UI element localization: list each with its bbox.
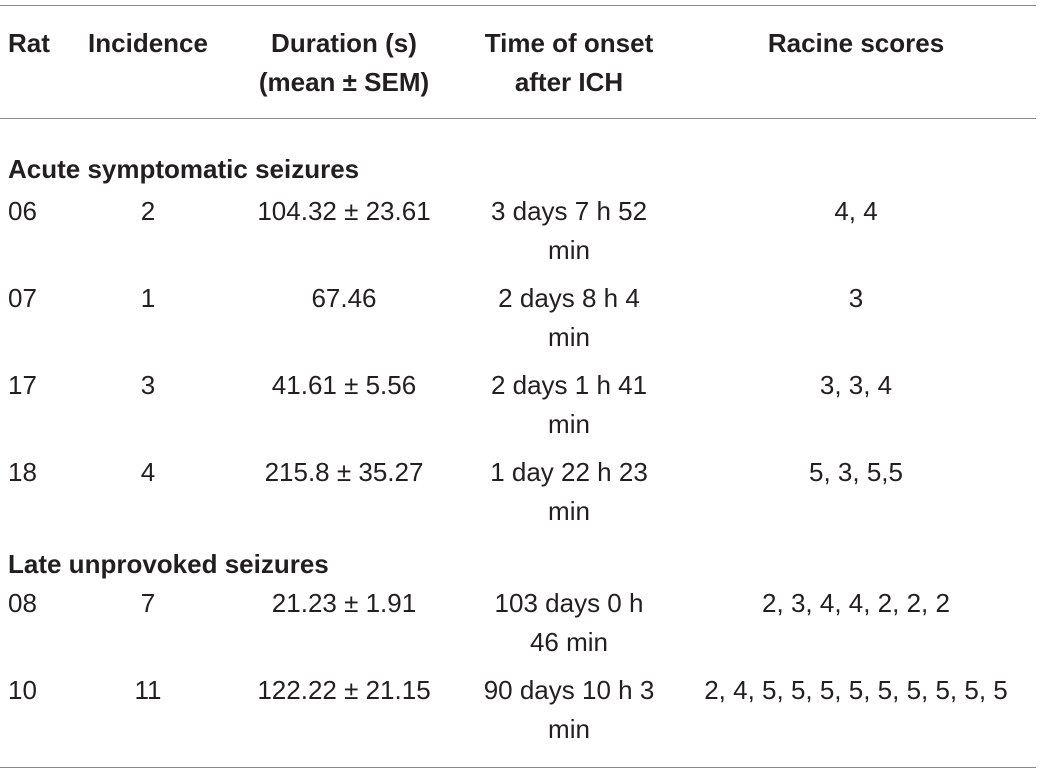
cell-onset-line1: 2 days 8 h 4 <box>498 283 640 313</box>
header-row: Rat Incidence Duration (s) (mean ± SEM) … <box>0 5 1036 119</box>
header-incidence: Incidence <box>88 28 208 58</box>
cell-onset-line1: 90 days 10 h 3 <box>483 675 655 705</box>
cell-racine: 5, 3, 5,5 <box>809 457 903 487</box>
section-row-late: Late unprovoked seizures <box>0 540 1036 584</box>
cell-onset-line2: 46 min <box>529 627 609 657</box>
cell-rat: 17 <box>8 370 37 400</box>
table-row: 08 7 21.23 ± 1.91 103 days 0 h 46 min 2,… <box>0 584 1036 671</box>
cell-racine: 3 <box>848 283 864 313</box>
cell-rat: 06 <box>8 196 37 226</box>
cell-incidence: 11 <box>134 675 162 705</box>
cell-duration: 41.61 ± 5.56 <box>271 370 417 400</box>
cell-onset-line2: min <box>548 496 590 526</box>
header-rat: Rat <box>8 28 50 58</box>
header-onset-line2: after ICH <box>514 67 624 97</box>
header-onset: Time of onset after ICH <box>462 6 676 119</box>
table-row: 10 11 122.22 ± 21.15 90 days 10 h 3 min … <box>0 671 1036 768</box>
header-onset-line1: Time of onset <box>484 28 654 58</box>
cell-onset-line1: 103 days 0 h <box>494 588 644 618</box>
cell-onset-line2: min <box>548 235 590 265</box>
section-title-late: Late unprovoked seizures <box>8 549 329 579</box>
cell-onset-line2: min <box>548 322 590 352</box>
cell-onset-line2: min <box>548 409 590 439</box>
cell-onset: 3 days 7 h 52 min <box>462 192 676 279</box>
cell-onset: 2 days 8 h 4 min <box>462 279 676 366</box>
section-row-acute: Acute symptomatic seizures <box>0 119 1036 193</box>
cell-onset: 2 days 1 h 41 min <box>462 366 676 453</box>
cell-duration: 21.23 ± 1.91 <box>271 588 417 618</box>
cell-rat: 10 <box>8 675 37 705</box>
seizure-table: Rat Incidence Duration (s) (mean ± SEM) … <box>0 5 1036 768</box>
cell-incidence: 2 <box>140 196 156 226</box>
cell-onset-line1: 1 day 22 h 23 <box>490 457 648 487</box>
cell-duration: 67.46 <box>311 283 377 313</box>
table-body: Acute symptomatic seizures 06 2 104.32 ±… <box>0 119 1036 768</box>
cell-onset-line1: 3 days 7 h 52 <box>490 196 648 226</box>
cell-rat: 08 <box>8 588 37 618</box>
cell-duration: 215.8 ± 35.27 <box>264 457 424 487</box>
header-duration-line2: (mean ± SEM) <box>258 67 430 97</box>
cell-racine: 2, 4, 5, 5, 5, 5, 5, 5, 5, 5, 5 <box>704 675 1008 705</box>
cell-duration: 104.32 ± 23.61 <box>257 196 431 226</box>
cell-onset-line1: 2 days 1 h 41 <box>490 370 648 400</box>
cell-racine: 2, 3, 4, 4, 2, 2, 2 <box>762 588 950 618</box>
table-row: 07 1 67.46 2 days 8 h 4 min 3 <box>0 279 1036 366</box>
table-row: 17 3 41.61 ± 5.56 2 days 1 h 41 min 3, 3… <box>0 366 1036 453</box>
cell-incidence: 1 <box>140 283 156 313</box>
table-row: 06 2 104.32 ± 23.61 3 days 7 h 52 min 4,… <box>0 192 1036 279</box>
cell-incidence: 7 <box>140 588 156 618</box>
table-row: 18 4 215.8 ± 35.27 1 day 22 h 23 min 5, … <box>0 453 1036 540</box>
header-duration-line1: Duration (s) <box>271 28 417 58</box>
table-header: Rat Incidence Duration (s) (mean ± SEM) … <box>0 5 1036 119</box>
cell-racine: 4, 4 <box>834 196 878 226</box>
cell-onset: 1 day 22 h 23 min <box>462 453 676 540</box>
cell-incidence: 4 <box>140 457 156 487</box>
cell-duration: 122.22 ± 21.15 <box>257 675 431 705</box>
section-title-acute: Acute symptomatic seizures <box>8 154 360 184</box>
cell-rat: 07 <box>8 283 37 313</box>
cell-incidence: 3 <box>140 370 156 400</box>
cell-onset: 103 days 0 h 46 min <box>462 584 676 671</box>
header-racine: Racine scores <box>767 28 945 58</box>
header-duration: Duration (s) (mean ± SEM) <box>226 6 462 119</box>
cell-onset: 90 days 10 h 3 min <box>462 671 676 768</box>
cell-racine: 3, 3, 4 <box>819 370 893 400</box>
cell-onset-line2: min <box>548 714 590 744</box>
cell-rat: 18 <box>8 457 37 487</box>
